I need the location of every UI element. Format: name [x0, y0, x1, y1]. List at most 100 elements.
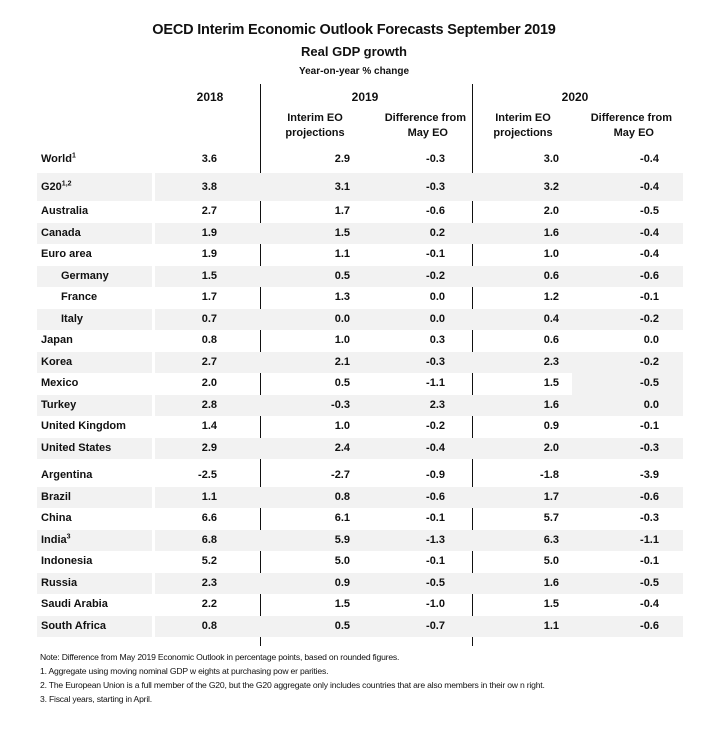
difference-2020: -0.4 [640, 153, 659, 165]
projection-2020: 3.2 [543, 181, 559, 193]
value-2018: 2.9 [201, 441, 217, 454]
header-2020-interim: Interim EO projections [483, 111, 563, 141]
value-2018: 1.4 [201, 420, 217, 432]
note: Note: Difference from May 2019 Economic … [40, 652, 400, 662]
value-2018: 1.9 [201, 226, 217, 239]
footnote-2: 2. The European Union is a full member o… [40, 680, 545, 690]
row-shading [37, 173, 152, 201]
header-line: May EO [407, 127, 448, 139]
table-row: Germany 1.5 0.5 -0.2 0.6 -0.6 [37, 265, 683, 287]
header-2018: 2018 [196, 90, 224, 104]
difference-2019: -0.6 [426, 205, 445, 217]
table-row: G201,2 3.8 3.1 -0.3 3.2 -0.4 [37, 173, 683, 201]
difference-2020: -0.6 [640, 269, 659, 282]
table-row: Euro area 1.9 1.1 -0.1 1.0 -0.4 [37, 244, 683, 266]
country-label: Canada [41, 226, 81, 239]
country-label: China [41, 512, 72, 524]
difference-2019: -1.1 [426, 377, 445, 389]
value-2018: 1.9 [201, 248, 217, 260]
projection-2019: -2.7 [331, 469, 350, 481]
row-shading [37, 529, 152, 551]
country-label: Indonesia [41, 555, 93, 567]
country-name: Canada [41, 223, 81, 245]
row-shading [37, 308, 152, 330]
difference-2020: -0.4 [640, 248, 659, 260]
projection-2020: 1.6 [543, 226, 559, 239]
country-label: Turkey [41, 398, 77, 411]
table-row: South Africa 0.8 0.5 -0.7 1.1 -0.6 [37, 615, 683, 637]
projection-2019: 0.5 [334, 269, 350, 282]
projection-2019: 0.5 [334, 619, 350, 632]
footnote-marker: 1 [71, 152, 76, 160]
row-shading [155, 486, 683, 508]
header-line: projections [285, 127, 345, 139]
projection-2020: 2.3 [543, 355, 559, 368]
value-2018: 2.0 [201, 377, 217, 389]
country-name: Mexico [41, 373, 78, 395]
row-shading [155, 351, 683, 373]
country-label: Mexico [41, 377, 79, 389]
table-row: France 1.7 1.3 0.0 1.2 -0.1 [37, 287, 683, 309]
difference-2019: -0.1 [426, 512, 445, 524]
difference-2020: -0.5 [640, 377, 659, 389]
projection-2019: 5.9 [334, 533, 350, 546]
projection-2019: 1.5 [334, 226, 350, 239]
difference-2019: -1.3 [426, 533, 445, 546]
value-2018: -2.5 [198, 469, 217, 481]
country-label: G20 [41, 181, 62, 193]
difference-2020: -0.6 [640, 490, 659, 503]
country-label: Korea [41, 355, 73, 368]
projection-2019: 0.5 [334, 377, 350, 389]
table-row: Australia 2.7 1.7 -0.6 2.0 -0.5 [37, 201, 683, 223]
projection-2019: 2.1 [334, 355, 350, 368]
country-name: Indonesia [41, 551, 92, 573]
difference-2019: 0.2 [429, 226, 445, 239]
country-label: Italy [61, 312, 84, 325]
difference-2019: -0.4 [426, 441, 445, 454]
projection-2020: 0.4 [543, 312, 559, 325]
difference-2020: 0.0 [643, 398, 659, 411]
projection-2020: 1.6 [543, 398, 559, 411]
country-name: World1 [41, 145, 76, 173]
projection-2020: 1.0 [543, 248, 559, 260]
country-label: South Africa [41, 619, 106, 632]
row-shading [155, 572, 683, 594]
country-name: Italy [61, 309, 83, 331]
country-name: United States [41, 438, 111, 460]
projection-2019: 2.4 [334, 441, 350, 454]
header-2019-diff: Difference from May EO [366, 111, 466, 141]
row-shading [155, 173, 683, 201]
data-table: World1 3.6 2.9 -0.3 3.0 -0.4 G201,2 3.8 3.1 -0.3 3… [37, 145, 683, 637]
projection-2020: 0.6 [543, 334, 559, 346]
footnote-1: 1. Aggregate using moving nominal GDP w … [40, 666, 329, 676]
difference-2019: -0.2 [426, 420, 445, 432]
value-2018: 5.2 [201, 555, 217, 567]
footnote-marker: 1,2 [61, 180, 72, 188]
difference-2020: -0.5 [640, 205, 659, 217]
projection-2019: 3.1 [334, 181, 350, 193]
country-name: India3 [41, 530, 71, 552]
difference-2020: -0.2 [640, 355, 659, 368]
header-2020: 2020 [561, 90, 589, 104]
header-line: projections [493, 127, 553, 139]
country-label: United Kingdom [41, 420, 126, 432]
country-name: G201,2 [41, 173, 72, 201]
country-label: France [61, 291, 98, 303]
row-shading [155, 615, 683, 637]
difference-2020: -0.2 [640, 312, 659, 325]
value-2018: 2.7 [201, 205, 217, 217]
table-row: Japan 0.8 1.0 0.3 0.6 0.0 [37, 330, 683, 352]
value-2018: 1.1 [201, 490, 217, 503]
country-name: Argentina [41, 465, 92, 487]
country-label: Russia [41, 576, 78, 589]
difference-2019: -0.3 [426, 181, 445, 193]
row-shading [155, 394, 683, 416]
country-label: Australia [41, 205, 89, 217]
table-row: Canada 1.9 1.5 0.2 1.6 -0.4 [37, 222, 683, 245]
table-row: United Kingdom 1.4 1.0 -0.2 0.9 -0.1 [37, 416, 683, 438]
difference-2020: -0.1 [640, 420, 659, 432]
projection-2020: 2.0 [543, 441, 559, 454]
projection-2020: 3.0 [543, 153, 559, 165]
table-row: India3 6.8 5.9 -1.3 6.3 -1.1 [37, 529, 683, 552]
projection-2020: 1.7 [543, 490, 559, 503]
